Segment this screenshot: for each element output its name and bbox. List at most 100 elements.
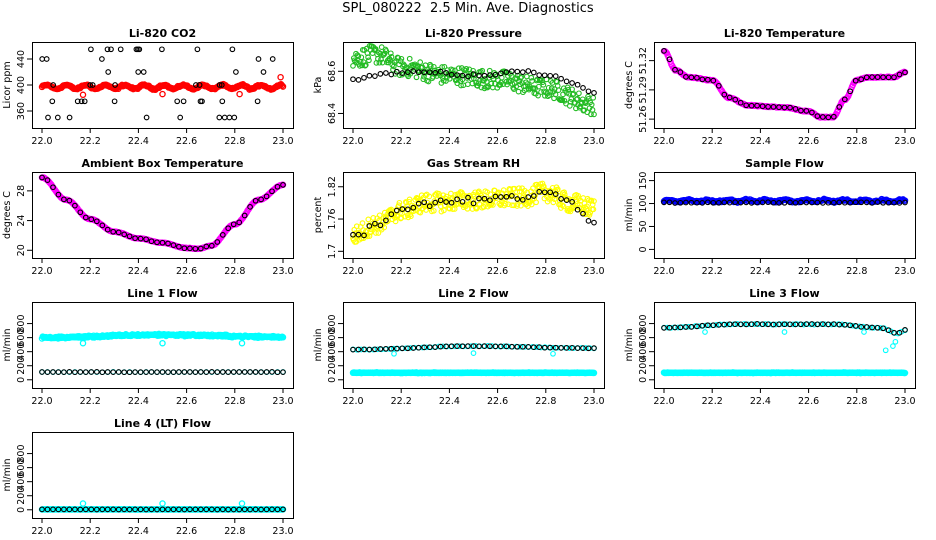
data-point: [555, 87, 562, 93]
data-point: [117, 46, 124, 53]
data-point: [82, 369, 89, 375]
data-point: [836, 199, 843, 206]
data-point: [858, 199, 865, 206]
data-point: [803, 199, 810, 206]
data-point: [159, 500, 166, 507]
data-point: [514, 68, 521, 75]
data-point: [540, 81, 547, 88]
x-tick-label: 22.2: [80, 266, 101, 277]
data-point: [181, 506, 188, 513]
data-point: [79, 500, 87, 507]
data-point: [525, 68, 532, 74]
data-point: [509, 202, 515, 209]
data-point: [787, 321, 793, 328]
data-point: [197, 98, 204, 105]
y-tick-label: 800: [638, 314, 649, 332]
chart-sample: Sample Flow 22.0 22.2 22.4 22.6 22.8 23.0 0 50 10…: [624, 157, 916, 277]
y-tick-label: 200: [16, 357, 27, 375]
data-point: [781, 321, 788, 328]
data-point: [403, 199, 410, 206]
data-point: [508, 193, 515, 199]
data-point: [677, 324, 684, 331]
data-point: [247, 204, 253, 210]
chart-title: Sample Flow: [745, 157, 824, 170]
data-point: [863, 199, 870, 206]
data-point: [372, 73, 378, 79]
data-point: [133, 46, 140, 53]
data-point: [666, 199, 673, 206]
data-point: [170, 506, 177, 513]
data-point: [192, 369, 199, 375]
data-point: [590, 206, 597, 213]
data-point: [551, 86, 558, 92]
data-points: [38, 46, 287, 121]
data-point: [541, 344, 548, 351]
y-axis-label: ml/min: [2, 328, 13, 361]
data-point: [803, 108, 810, 114]
data-point: [470, 343, 477, 349]
data-point: [552, 191, 559, 197]
data-point: [104, 369, 111, 375]
data-point: [443, 199, 449, 205]
series-sample-2: [661, 199, 908, 206]
data-point: [765, 103, 771, 110]
x-tick-label: 22.2: [80, 136, 101, 147]
series-rh-1: [350, 180, 597, 245]
y-tick-label: 200: [16, 487, 27, 505]
chart-line3: Line 3 Flow 22.0 22.2 22.4 22.6 22.8 23.0 0 2004…: [624, 287, 916, 407]
y-tick-label: 0: [638, 246, 649, 252]
chart-title: Li-820 Temperature: [724, 27, 845, 40]
data-point: [391, 59, 398, 66]
data-point: [247, 506, 253, 513]
data-point: [230, 221, 237, 228]
data-point: [44, 177, 51, 183]
x-tick-label: 22.4: [128, 396, 149, 407]
x-tick-label: 22.0: [31, 526, 52, 537]
y-tick-label: 150: [638, 172, 649, 190]
data-point: [902, 69, 908, 76]
x-tick-label: 22.2: [702, 136, 723, 147]
x-tick-label: 22.0: [653, 266, 674, 277]
data-point: [525, 194, 532, 200]
data-point: [231, 114, 238, 121]
data-point: [535, 92, 541, 99]
data-point: [847, 322, 854, 329]
data-point: [208, 506, 215, 513]
data-point: [447, 202, 454, 209]
data-point: [591, 219, 597, 226]
data-point: [66, 369, 73, 375]
data-point: [350, 231, 356, 238]
data-point: [580, 345, 586, 351]
y-tick-label: 100: [638, 194, 649, 212]
x-tick-label: 22.6: [798, 396, 819, 407]
data-point: [814, 321, 821, 328]
data-point: [539, 180, 546, 187]
data-point: [372, 220, 378, 227]
data-point: [39, 506, 45, 513]
data-point: [350, 76, 356, 83]
data-point: [197, 369, 204, 375]
data-point: [399, 206, 406, 212]
data-point: [892, 338, 899, 345]
x-tick-label: 22.2: [391, 266, 412, 277]
data-point: [821, 321, 828, 328]
data-point: [143, 369, 149, 375]
data-point: [214, 369, 221, 375]
data-point: [221, 114, 228, 121]
data-point: [591, 198, 597, 204]
data-point: [476, 343, 482, 350]
y-axis-label: Licor ppm: [2, 61, 13, 108]
y-tick-label: 800: [327, 314, 338, 332]
data-point: [426, 203, 433, 210]
x-tick-label: 22.0: [31, 136, 52, 147]
data-point: [432, 69, 439, 76]
x-tick-label: 23.0: [583, 136, 604, 147]
series-rh-2: [350, 188, 597, 239]
plot-frame: [343, 42, 605, 129]
data-point: [847, 199, 854, 206]
data-point: [126, 506, 133, 513]
y-tick-label: 440: [16, 50, 27, 68]
data-point: [702, 329, 708, 335]
data-point: [216, 114, 223, 121]
data-point: [570, 90, 577, 97]
